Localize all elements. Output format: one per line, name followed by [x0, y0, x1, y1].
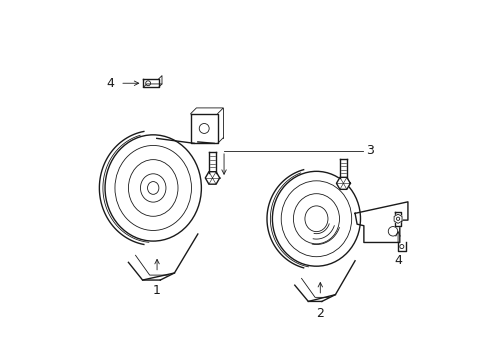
Polygon shape — [143, 79, 158, 87]
Text: 1: 1 — [153, 284, 161, 297]
Text: 2: 2 — [316, 307, 324, 320]
Text: 4: 4 — [106, 77, 115, 90]
Polygon shape — [354, 202, 407, 243]
Polygon shape — [190, 113, 217, 143]
Polygon shape — [209, 152, 215, 173]
Polygon shape — [105, 135, 201, 241]
Polygon shape — [340, 159, 346, 179]
Text: 3: 3 — [366, 144, 374, 157]
Polygon shape — [272, 171, 360, 266]
Text: 4: 4 — [393, 254, 401, 267]
Polygon shape — [336, 177, 349, 189]
Polygon shape — [393, 214, 401, 223]
Polygon shape — [205, 172, 219, 184]
Polygon shape — [394, 212, 401, 226]
